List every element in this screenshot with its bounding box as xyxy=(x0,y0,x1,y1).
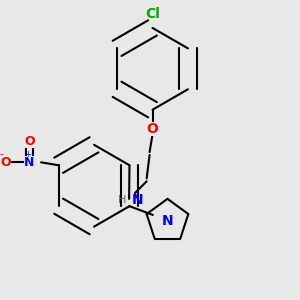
Text: N: N xyxy=(132,193,144,207)
Text: O: O xyxy=(1,156,11,169)
Text: O: O xyxy=(147,122,158,136)
Text: -: - xyxy=(0,149,4,159)
Text: N: N xyxy=(24,156,34,169)
Text: Cl: Cl xyxy=(145,7,160,21)
Text: H: H xyxy=(118,195,126,205)
Text: +: + xyxy=(25,150,32,159)
Text: O: O xyxy=(24,135,35,148)
Text: N: N xyxy=(162,214,173,228)
